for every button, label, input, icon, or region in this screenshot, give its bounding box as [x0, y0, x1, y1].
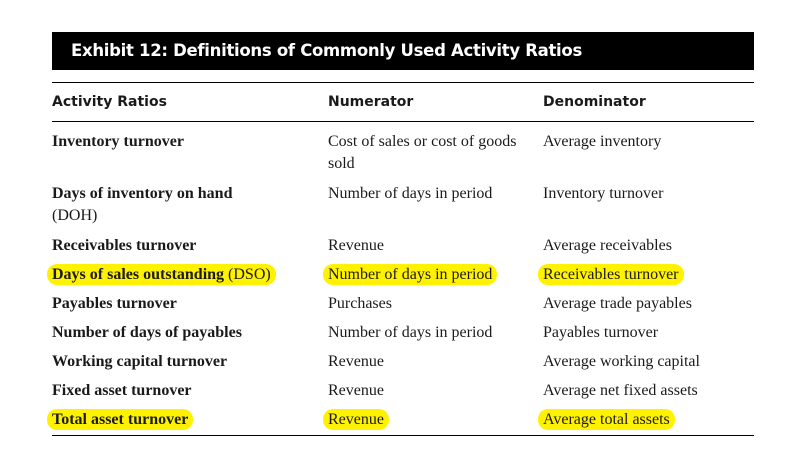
- denominator-text: Average total assets: [538, 409, 675, 430]
- numerator-cell: Cost of sales or cost of goods sold: [328, 131, 543, 175]
- numerator-cell: Revenue: [328, 235, 543, 257]
- denominator-cell: Average working capital: [543, 351, 754, 373]
- ratio-cell: Total asset turnover: [47, 409, 328, 431]
- table-row: Receivables turnover Revenue Average rec…: [52, 235, 754, 257]
- denominator-cell: Inventory turnover: [543, 183, 754, 205]
- ratio-name: Payables turnover: [52, 295, 177, 312]
- ratio-name: Number of days of payables: [52, 324, 242, 341]
- numerator-cell: Revenue: [328, 351, 543, 373]
- table-row-highlighted: Days of sales outstanding (DSO) Number o…: [47, 264, 754, 286]
- table-row: Days of inventory on hand (DOH) Number o…: [52, 183, 754, 227]
- ratio-cell: Number of days of payables: [52, 322, 328, 344]
- numerator-text: Revenue: [328, 382, 384, 399]
- numerator-text: Purchases: [328, 295, 392, 312]
- bottom-rule: [52, 435, 754, 436]
- denominator-cell: Average receivables: [543, 235, 754, 257]
- header-denominator: Denominator: [543, 94, 646, 110]
- denominator-cell: Average inventory: [543, 131, 754, 153]
- ratio-cell: Payables turnover: [52, 293, 328, 315]
- denominator-text: Average trade payables: [543, 295, 692, 312]
- ratio-name: Days of inventory on hand: [52, 185, 233, 202]
- numerator-cell: Revenue: [328, 380, 543, 402]
- numerator-text: Number of days in period: [328, 185, 493, 202]
- numerator-cell: Number of days in period: [328, 322, 543, 344]
- denominator-text: Average working capital: [543, 353, 700, 370]
- numerator-text: Revenue: [328, 237, 384, 254]
- ratio-name: Working capital turnover: [52, 353, 228, 370]
- ratio-name: Total asset turnover: [47, 409, 194, 430]
- header-numerator: Numerator: [328, 94, 414, 110]
- top-rule: [52, 82, 754, 83]
- numerator-text: Revenue: [323, 409, 389, 430]
- numerator-text: Revenue: [328, 353, 384, 370]
- table-row: Inventory turnover Cost of sales or cost…: [52, 131, 754, 175]
- header-activity-ratios: Activity Ratios: [52, 94, 167, 110]
- highlight-mark: Days of sales outstanding (DSO): [47, 264, 276, 285]
- table-row: Payables turnover Purchases Average trad…: [52, 293, 754, 315]
- table-row: Fixed asset turnover Revenue Average net…: [52, 380, 754, 402]
- table-header: Activity Ratios Numerator Denominator: [52, 83, 754, 122]
- denominator-cell: Receivables turnover: [538, 264, 754, 286]
- denominator-text: Inventory turnover: [543, 185, 664, 202]
- table-row: Number of days of payables Number of day…: [52, 322, 754, 344]
- ratio-name: Days of sales outstanding: [52, 266, 225, 283]
- denominator-text: Receivables turnover: [538, 264, 684, 285]
- numerator-text: Number of days in period: [328, 324, 493, 341]
- ratio-cell: Receivables turnover: [52, 235, 328, 257]
- ratio-cell: Inventory turnover: [52, 131, 328, 153]
- numerator-cell: Purchases: [328, 293, 543, 315]
- ratio-abbreviation: (DOH): [52, 207, 98, 224]
- numerator-text: Cost of sales or cost of goods sold: [328, 133, 517, 172]
- ratio-name: Fixed asset turnover: [52, 382, 192, 399]
- denominator-cell: Payables turnover: [543, 322, 754, 344]
- table-row: Working capital turnover Revenue Average…: [52, 351, 754, 373]
- table-row-highlighted: Total asset turnover Revenue Average tot…: [47, 409, 754, 431]
- denominator-text: Average receivables: [543, 237, 672, 254]
- denominator-cell: Average total assets: [538, 409, 754, 431]
- denominator-cell: Average trade payables: [543, 293, 754, 315]
- numerator-cell: Number of days in period: [328, 183, 543, 205]
- denominator-text: Payables turnover: [543, 324, 659, 341]
- exhibit-table: Exhibit 12: Definitions of Commonly Used…: [47, 32, 754, 436]
- ratio-abbreviation: (DSO): [228, 266, 271, 283]
- numerator-cell: Revenue: [323, 409, 543, 431]
- numerator-text: Number of days in period: [323, 264, 498, 285]
- denominator-text: Average net fixed assets: [543, 382, 698, 399]
- denominator-text: Average inventory: [543, 133, 662, 150]
- numerator-cell: Number of days in period: [323, 264, 543, 286]
- ratio-cell: Days of sales outstanding (DSO): [47, 264, 328, 286]
- ratio-cell: Days of inventory on hand (DOH): [52, 183, 328, 227]
- ratio-name: Receivables turnover: [52, 237, 197, 254]
- ratio-cell: Working capital turnover: [52, 351, 328, 373]
- ratio-cell: Fixed asset turnover: [52, 380, 328, 402]
- exhibit-title: Exhibit 12: Definitions of Commonly Used…: [52, 32, 754, 70]
- ratio-name: Inventory turnover: [52, 133, 184, 150]
- denominator-cell: Average net fixed assets: [543, 380, 754, 402]
